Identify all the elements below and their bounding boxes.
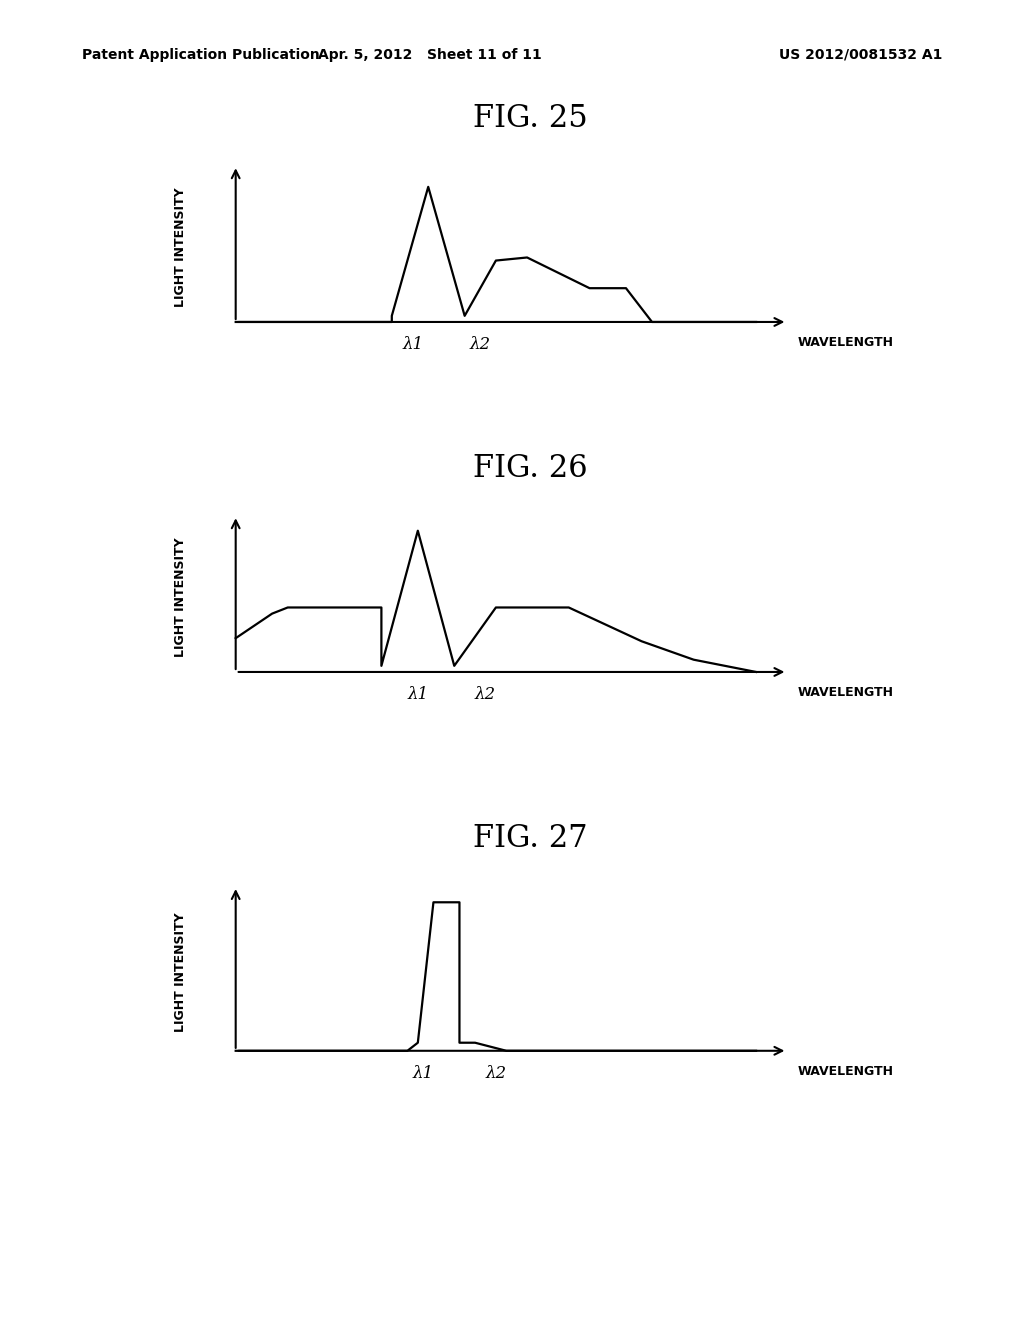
Text: λ1: λ1 (413, 1065, 433, 1082)
Text: LIGHT INTENSITY: LIGHT INTENSITY (174, 912, 187, 1032)
Text: Patent Application Publication: Patent Application Publication (82, 48, 319, 62)
Text: λ2: λ2 (485, 1065, 507, 1082)
Text: LIGHT INTENSITY: LIGHT INTENSITY (174, 187, 187, 308)
Text: λ2: λ2 (475, 686, 496, 702)
Text: FIG. 26: FIG. 26 (473, 453, 588, 484)
Text: λ2: λ2 (470, 335, 490, 352)
Text: WAVELENGTH: WAVELENGTH (798, 686, 894, 698)
Text: WAVELENGTH: WAVELENGTH (798, 335, 894, 348)
Text: λ1: λ1 (408, 686, 428, 702)
Text: Apr. 5, 2012   Sheet 11 of 11: Apr. 5, 2012 Sheet 11 of 11 (318, 48, 542, 62)
Text: FIG. 27: FIG. 27 (473, 824, 588, 854)
Text: λ1: λ1 (402, 335, 423, 352)
Text: FIG. 25: FIG. 25 (473, 103, 588, 135)
Text: LIGHT INTENSITY: LIGHT INTENSITY (174, 537, 187, 657)
Text: US 2012/0081532 A1: US 2012/0081532 A1 (778, 48, 942, 62)
Text: WAVELENGTH: WAVELENGTH (798, 1065, 894, 1078)
